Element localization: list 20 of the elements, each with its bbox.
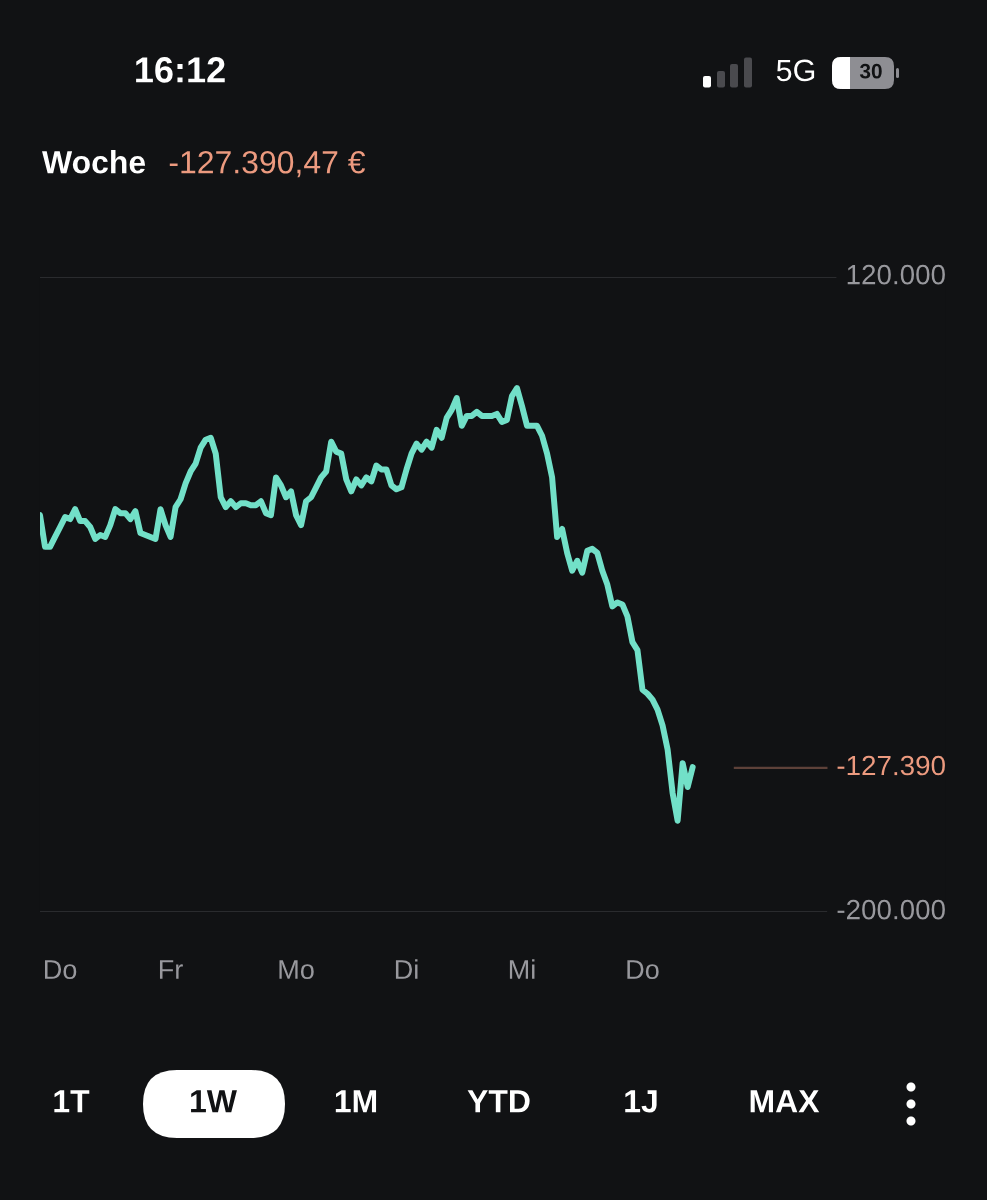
- text: 1M: [335, 1090, 377, 1113]
- text: MAX: [750, 1090, 820, 1113]
- chart-subtitle: -127.390,47 €: [169, 150, 366, 178]
- text: 1W: [191, 1090, 237, 1113]
- y-tick-label: 120.000: [847, 264, 945, 285]
- text: 16:12: [136, 57, 225, 83]
- text: YTD: [467, 1090, 530, 1113]
- x-tick-label: Mo: [279, 960, 314, 980]
- x-tick-label: Do: [44, 960, 77, 980]
- text: 5G: [776, 59, 815, 82]
- text: 1T: [54, 1090, 90, 1113]
- x-tick-label: Mi: [509, 959, 535, 979]
- x-tick-label: Do: [627, 960, 659, 980]
- y-tick-label: -200.000: [837, 899, 945, 920]
- text: 30: [859, 63, 882, 79]
- text: 1J: [625, 1090, 657, 1113]
- ref-line-label: -127.390: [837, 755, 945, 776]
- x-tick-label: Fr: [159, 960, 183, 979]
- x-tick-label: Di: [395, 959, 418, 979]
- chart-title: Woche: [42, 150, 146, 174]
